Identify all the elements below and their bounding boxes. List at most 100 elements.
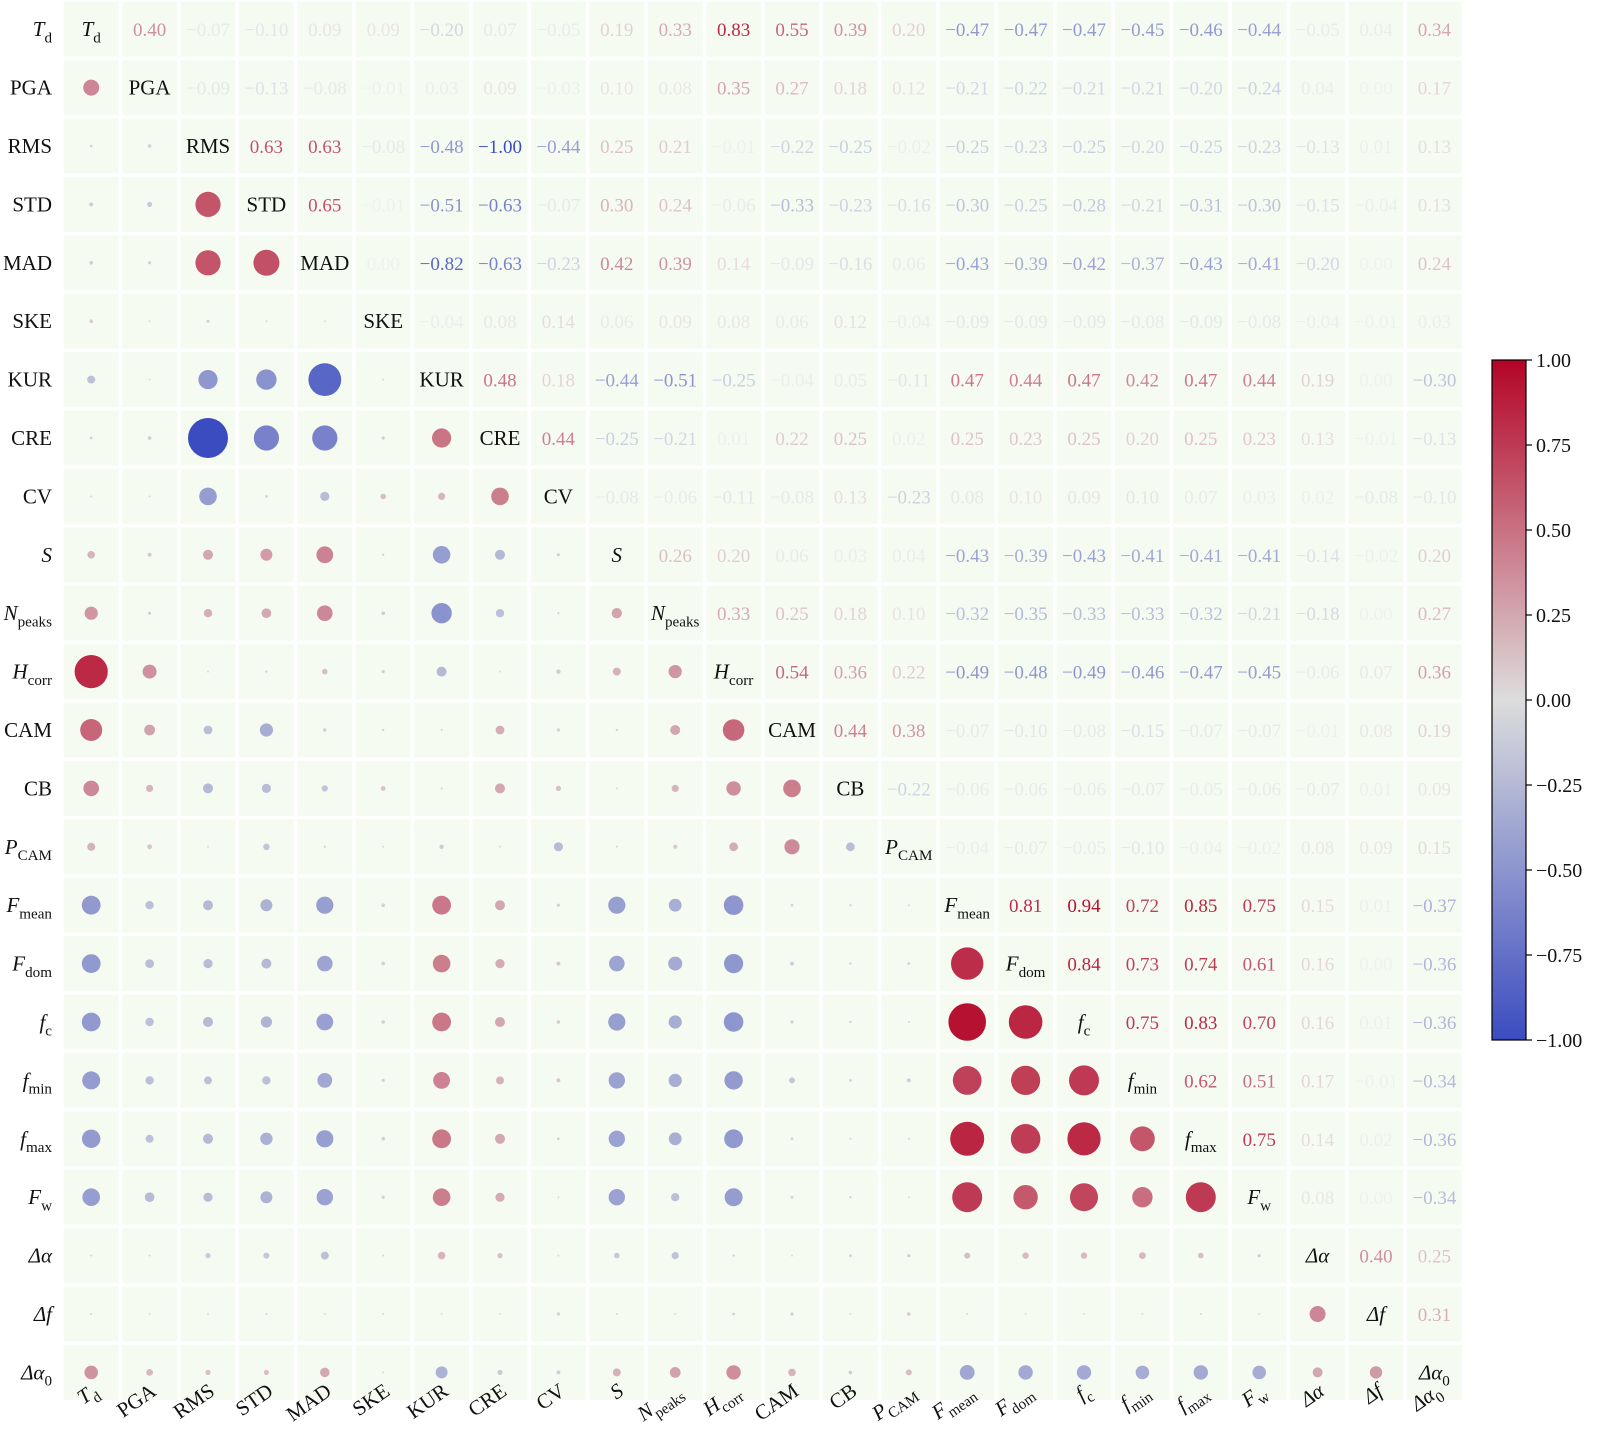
matrix-cell bbox=[1406, 1169, 1462, 1225]
correlation-value: −0.30 bbox=[1412, 371, 1456, 392]
correlation-circle bbox=[147, 144, 152, 148]
correlation-value: 0.20 bbox=[1126, 429, 1159, 450]
correlation-value: −0.21 bbox=[1062, 79, 1106, 100]
matrix-cell bbox=[530, 235, 586, 291]
correlation-value: −0.23 bbox=[887, 487, 931, 508]
correlation-value: −0.25 bbox=[828, 137, 872, 158]
correlation-circle bbox=[849, 1079, 852, 1082]
matrix-cell bbox=[472, 60, 528, 116]
correlation-value: 0.24 bbox=[659, 195, 693, 216]
matrix-cell bbox=[1056, 118, 1112, 174]
correlation-value: 0.83 bbox=[1184, 1013, 1217, 1034]
matrix-cell bbox=[1348, 527, 1404, 583]
correlation-value: −0.03 bbox=[536, 79, 580, 100]
correlation-circle bbox=[382, 1313, 385, 1315]
correlation-circle bbox=[144, 724, 156, 736]
matrix-cell bbox=[881, 527, 937, 583]
correlation-circle bbox=[382, 1254, 385, 1257]
correlation-circle bbox=[263, 843, 270, 850]
correlation-circle bbox=[317, 1073, 333, 1088]
correlation-circle bbox=[81, 895, 101, 915]
matrix-cell bbox=[1290, 644, 1346, 700]
matrix-cell bbox=[414, 293, 470, 349]
correlation-value: −0.51 bbox=[420, 195, 464, 216]
row-label: Fmean bbox=[5, 893, 52, 922]
matrix-cell bbox=[1231, 410, 1287, 466]
correlation-circle bbox=[788, 1368, 796, 1377]
matrix-cell bbox=[1348, 60, 1404, 116]
matrix-cell bbox=[1056, 352, 1112, 408]
correlation-value: −0.23 bbox=[828, 195, 872, 216]
correlation-circle bbox=[790, 903, 794, 907]
correlation-circle bbox=[440, 787, 443, 790]
correlation-circle bbox=[726, 781, 741, 796]
matrix-cell bbox=[530, 352, 586, 408]
matrix-cell bbox=[1173, 1052, 1229, 1108]
correlation-value: 0.54 bbox=[775, 663, 809, 684]
correlation-circle bbox=[207, 1313, 209, 1315]
matrix-cell bbox=[706, 585, 762, 641]
correlation-value: 0.02 bbox=[1301, 487, 1334, 508]
row-label: MAD bbox=[3, 251, 52, 275]
correlation-circle bbox=[195, 191, 221, 217]
correlation-value: 0.62 bbox=[1184, 1071, 1217, 1092]
correlation-value: 0.19 bbox=[600, 20, 633, 41]
matrix-cell bbox=[1290, 118, 1346, 174]
correlation-value: 0.09 bbox=[659, 312, 692, 333]
correlation-circle bbox=[83, 780, 99, 797]
correlation-value: 0.08 bbox=[1359, 721, 1392, 742]
matrix-cell bbox=[822, 760, 878, 816]
correlation-value: 0.06 bbox=[775, 312, 808, 333]
diagonal-label: CAM bbox=[768, 718, 816, 742]
correlation-value: −0.13 bbox=[1412, 429, 1456, 450]
correlation-circle bbox=[556, 1020, 561, 1024]
matrix-cell bbox=[881, 819, 937, 875]
matrix-cell bbox=[1290, 468, 1346, 524]
matrix-cell bbox=[1348, 936, 1404, 992]
matrix-cell bbox=[1173, 1, 1229, 57]
matrix-cell bbox=[1114, 936, 1170, 992]
correlation-circle bbox=[148, 1313, 151, 1315]
correlation-value: −0.23 bbox=[1237, 137, 1281, 158]
correlation-circle bbox=[87, 551, 95, 559]
matrix-cell bbox=[297, 60, 353, 116]
matrix-cell bbox=[1114, 760, 1170, 816]
correlation-value: −0.30 bbox=[945, 195, 989, 216]
correlation-value: −0.04 bbox=[1354, 195, 1398, 216]
correlation-circle bbox=[495, 783, 505, 794]
correlation-circle bbox=[206, 319, 210, 323]
matrix-cell bbox=[1231, 176, 1287, 232]
correlation-circle bbox=[1199, 1313, 1202, 1315]
correlation-value: 0.13 bbox=[834, 487, 867, 508]
correlation-value: −0.05 bbox=[1296, 20, 1340, 41]
correlation-circle bbox=[668, 1073, 682, 1087]
matrix-cell bbox=[1290, 1169, 1346, 1225]
correlation-value: 0.31 bbox=[1418, 1305, 1451, 1326]
matrix-cell bbox=[1348, 1052, 1404, 1108]
matrix-cell bbox=[1173, 293, 1229, 349]
matrix-cell bbox=[1231, 1052, 1287, 1108]
correlation-circle bbox=[1076, 1365, 1092, 1380]
correlation-value: −0.41 bbox=[1179, 546, 1223, 567]
matrix-cell bbox=[1406, 1052, 1462, 1108]
correlation-circle bbox=[80, 719, 103, 741]
matrix-cell bbox=[822, 352, 878, 408]
correlation-circle bbox=[90, 1313, 93, 1315]
row-label: Fdom bbox=[11, 952, 52, 981]
matrix-cell bbox=[1231, 819, 1287, 875]
correlation-circle bbox=[148, 1254, 151, 1257]
matrix-cell bbox=[764, 644, 820, 700]
matrix-cell bbox=[998, 1, 1054, 57]
correlation-value: −0.08 bbox=[361, 137, 405, 158]
correlation-value: 0.18 bbox=[834, 79, 867, 100]
matrix-cell bbox=[1173, 1111, 1229, 1167]
correlation-value: −0.09 bbox=[1062, 312, 1106, 333]
matrix-cell bbox=[1173, 702, 1229, 758]
correlation-circle bbox=[323, 845, 326, 848]
matrix-cell bbox=[1114, 118, 1170, 174]
correlation-circle bbox=[495, 959, 505, 969]
matrix-cell bbox=[706, 644, 762, 700]
matrix-cell bbox=[1290, 235, 1346, 291]
correlation-circle bbox=[147, 436, 152, 440]
correlation-value: 0.30 bbox=[600, 195, 633, 216]
